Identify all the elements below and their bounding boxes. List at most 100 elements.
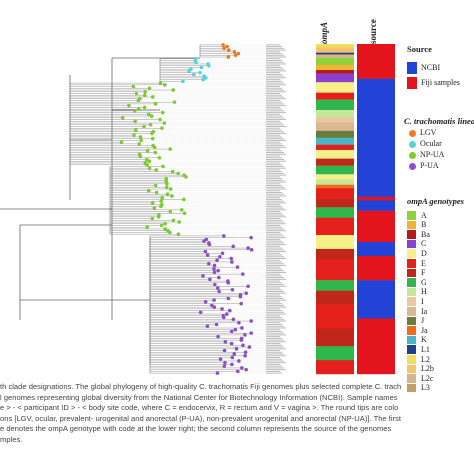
tip-label xyxy=(266,80,282,82)
legend-label: NCBI xyxy=(421,63,441,72)
tip-label xyxy=(266,112,286,114)
tip-node xyxy=(230,355,235,360)
tip-label xyxy=(266,152,284,154)
tip-node xyxy=(229,256,234,261)
ompa-cell xyxy=(316,158,354,166)
tip-label xyxy=(266,358,282,360)
tip-node xyxy=(238,294,243,299)
tip-node xyxy=(208,277,212,282)
ompa-cell xyxy=(316,346,354,361)
tip-node xyxy=(168,187,173,191)
tip-label xyxy=(266,176,280,178)
legend-label: C xyxy=(421,239,427,249)
tip-label xyxy=(266,351,282,353)
tip-node xyxy=(239,338,244,342)
legend-swatch xyxy=(407,211,416,220)
tip-node xyxy=(234,347,239,351)
tip-node xyxy=(145,162,149,167)
tip-node xyxy=(215,371,220,375)
tip-node xyxy=(226,48,231,52)
tip-label xyxy=(266,46,282,48)
tip-node xyxy=(153,183,158,188)
tip-node xyxy=(127,103,131,108)
tip-label xyxy=(266,183,280,185)
legend-label: A xyxy=(421,210,427,220)
tip-label xyxy=(266,228,284,230)
tip-node xyxy=(217,275,221,280)
tip-node xyxy=(230,362,234,367)
tip-node xyxy=(162,83,167,87)
tip-label xyxy=(266,181,286,183)
tip-label xyxy=(266,179,284,181)
source-legend-title: Source xyxy=(407,44,432,54)
tip-node xyxy=(132,109,137,113)
tip-label xyxy=(266,341,286,343)
tip-label xyxy=(266,214,284,216)
legend-label: Ia xyxy=(421,306,428,316)
tip-label xyxy=(266,124,284,126)
legend-label: F xyxy=(421,268,426,278)
legend-label: G xyxy=(421,277,427,287)
legend-swatch xyxy=(407,326,416,335)
tip-node xyxy=(133,119,137,124)
tip-node xyxy=(176,171,180,176)
tip-label xyxy=(266,322,280,324)
tip-label xyxy=(266,360,284,362)
tip-node xyxy=(148,122,153,127)
tip-label xyxy=(266,271,286,273)
tip-node xyxy=(225,44,229,49)
tip-label xyxy=(266,346,284,348)
tip-label xyxy=(266,348,286,350)
legend-swatch xyxy=(409,163,416,170)
tip-label xyxy=(266,221,284,223)
tip-node xyxy=(203,300,208,304)
tip-node xyxy=(207,261,211,266)
legend-swatch xyxy=(407,220,416,230)
tip-label xyxy=(266,334,286,336)
tip-node xyxy=(246,284,250,289)
tip-label xyxy=(266,226,282,228)
tip-node xyxy=(145,225,149,230)
tip-label xyxy=(266,254,282,256)
tip-label xyxy=(266,350,280,352)
ompa-cell xyxy=(316,116,354,123)
tip-node xyxy=(170,194,174,198)
tip-node xyxy=(244,291,248,296)
tip-label xyxy=(266,190,280,192)
tip-node xyxy=(158,81,163,85)
tip-label xyxy=(266,44,280,46)
tip-node xyxy=(212,298,216,302)
tip-label xyxy=(266,237,286,239)
tip-label xyxy=(266,287,280,289)
tip-label xyxy=(266,167,286,169)
tip-label xyxy=(266,113,280,115)
tip-label xyxy=(266,365,282,367)
tip-label xyxy=(266,185,282,187)
tip-node xyxy=(222,46,226,51)
tip-label xyxy=(266,91,286,93)
tip-label xyxy=(266,131,284,133)
ompa-cell xyxy=(316,110,354,118)
tip-label xyxy=(266,238,280,240)
tip-label xyxy=(266,205,282,207)
tip-label xyxy=(266,202,286,204)
tip-label xyxy=(266,105,286,107)
tip-node xyxy=(152,145,157,150)
tip-label xyxy=(266,146,286,148)
legend-swatch xyxy=(407,383,416,393)
tip-label xyxy=(266,98,286,100)
tip-label xyxy=(266,212,282,214)
tip-label xyxy=(266,318,284,320)
tip-node xyxy=(138,154,143,158)
source-cell xyxy=(357,78,395,198)
legend-label: Ja xyxy=(421,325,428,335)
legend-swatch xyxy=(407,230,416,239)
legend-label: Fiji samples xyxy=(421,78,460,87)
tip-label xyxy=(266,315,280,317)
legend-label: D xyxy=(421,248,427,258)
ompa-cell xyxy=(316,70,354,74)
tip-label xyxy=(266,75,284,77)
tip-label xyxy=(266,310,282,312)
tip-node xyxy=(147,86,152,91)
tip-node xyxy=(177,220,181,224)
